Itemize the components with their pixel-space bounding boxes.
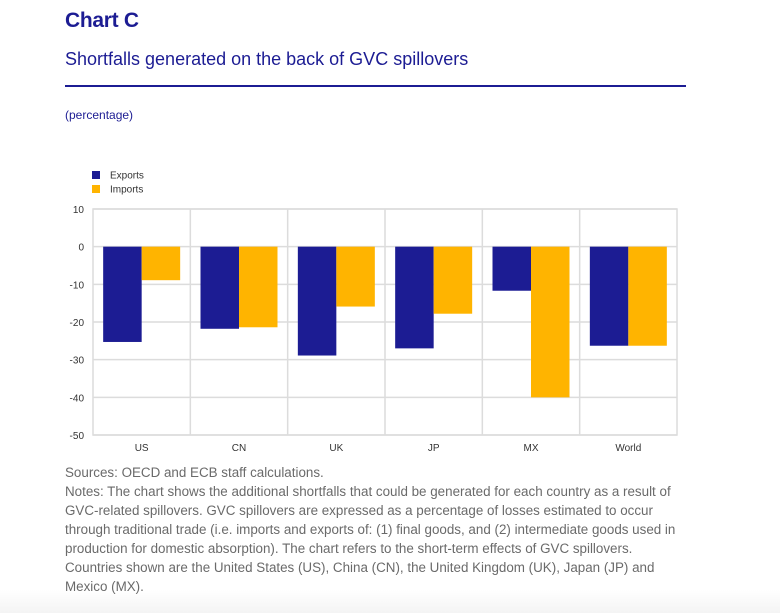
sources-text: Sources: OECD and ECB staff calculations…: [65, 465, 324, 480]
legend-swatch-exports: [92, 171, 100, 179]
notes-text: Notes: The chart shows the additional sh…: [65, 484, 676, 594]
x-tick-label: UK: [329, 443, 343, 454]
legend-swatch-imports: [92, 185, 100, 193]
y-tick-label: 0: [78, 243, 84, 254]
y-tick-label: 10: [73, 205, 85, 216]
bar-exports-world: [589, 246, 629, 346]
bar-imports-uk: [336, 246, 375, 307]
y-tick-label: -10: [70, 280, 85, 291]
bar-exports-uk: [297, 246, 337, 356]
legend-label-imports: Imports: [110, 185, 143, 196]
chart-subtitle: Shortfalls generated on the back of GVC …: [65, 49, 469, 69]
bar-exports-mx: [492, 246, 531, 291]
x-tick-label: MX: [524, 443, 539, 454]
chart-title: Chart C: [65, 9, 139, 32]
bar-imports-world: [628, 246, 667, 346]
title-divider: [65, 85, 686, 87]
legend-label-exports: Exports: [110, 171, 144, 182]
y-tick-label: -30: [70, 356, 85, 367]
y-tick-label: -40: [70, 393, 85, 404]
x-tick-label: World: [615, 443, 641, 454]
bar-imports-mx: [531, 246, 570, 398]
bar-imports-jp: [433, 246, 473, 314]
bar-exports-jp: [395, 246, 434, 349]
bar-imports-cn: [239, 246, 278, 328]
unit-label: (percentage): [65, 108, 134, 122]
y-tick-label: -50: [70, 431, 85, 442]
x-tick-label: CN: [232, 443, 246, 454]
bar-exports-cn: [200, 246, 239, 329]
bar-exports-us: [103, 246, 142, 342]
chart-notes: Sources: OECD and ECB staff calculations…: [65, 463, 690, 596]
bar-chart: 10 0 -10 -20 -30 -40 -50 US CN UK JP MX World Exports…: [70, 171, 678, 454]
bar-imports-us: [141, 246, 181, 281]
x-tick-label: US: [135, 443, 149, 454]
y-tick-label: -20: [70, 318, 85, 329]
x-tick-label: JP: [428, 443, 440, 454]
